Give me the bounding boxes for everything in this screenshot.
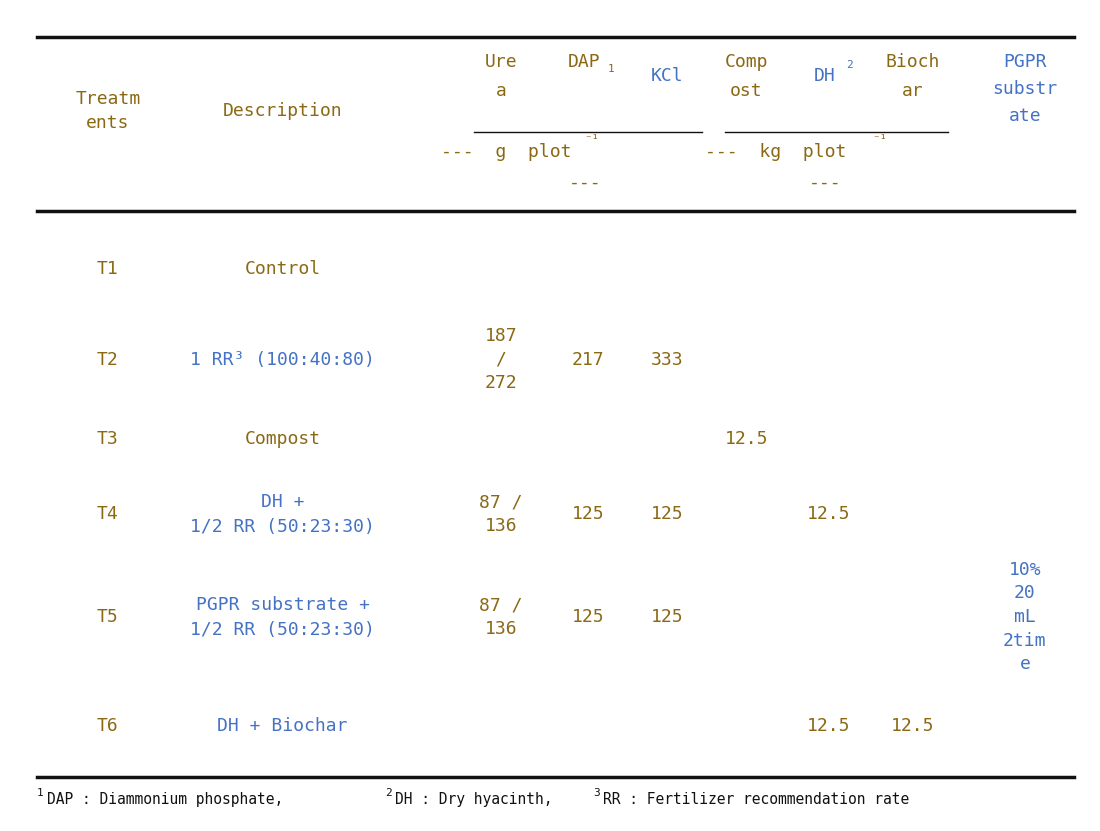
- Text: ate: ate: [1009, 107, 1042, 125]
- Text: ---  kg  plot: --- kg plot: [705, 143, 847, 161]
- Text: 2: 2: [846, 60, 852, 70]
- Text: 125: 125: [572, 608, 605, 626]
- Text: 125: 125: [650, 608, 683, 626]
- Text: DH +
1/2 RR (50:23:30): DH + 1/2 RR (50:23:30): [190, 493, 375, 536]
- Text: DAP : Diammonium phosphate,: DAP : Diammonium phosphate,: [46, 792, 292, 807]
- Text: 10%
20
mL
2tim
e: 10% 20 mL 2tim e: [1003, 561, 1046, 673]
- Text: 187
/
272: 187 / 272: [485, 327, 517, 392]
- Text: T5: T5: [97, 608, 119, 626]
- Text: Ure: Ure: [485, 52, 517, 71]
- Text: T6: T6: [97, 717, 119, 735]
- Text: Bioch: Bioch: [886, 52, 939, 71]
- Text: ar: ar: [902, 81, 923, 100]
- Text: ⁻¹: ⁻¹: [872, 133, 888, 145]
- Text: 87 /
136: 87 / 136: [480, 494, 522, 535]
- Text: 12.5: 12.5: [806, 505, 850, 524]
- Text: RR : Fertilizer recommendation rate: RR : Fertilizer recommendation rate: [604, 792, 910, 807]
- Text: T4: T4: [97, 505, 119, 524]
- Text: 1 RR³ (100:40:80): 1 RR³ (100:40:80): [190, 351, 375, 369]
- Text: 2: 2: [385, 788, 392, 798]
- Text: PGPR: PGPR: [1003, 52, 1046, 71]
- Text: T3: T3: [97, 430, 119, 448]
- Text: DAP: DAP: [568, 52, 601, 71]
- Text: DH : Dry hyacinth,: DH : Dry hyacinth,: [395, 792, 561, 807]
- Text: ---: ---: [808, 174, 842, 192]
- Text: KCl: KCl: [650, 66, 683, 85]
- Text: 333: 333: [650, 351, 683, 369]
- Text: 217: 217: [572, 351, 605, 369]
- Text: Description: Description: [222, 102, 342, 120]
- Text: DH + Biochar: DH + Biochar: [218, 717, 348, 735]
- Text: 125: 125: [572, 505, 605, 524]
- Text: PGPR substrate +
1/2 RR (50:23:30): PGPR substrate + 1/2 RR (50:23:30): [190, 596, 375, 638]
- Text: Compost: Compost: [244, 430, 320, 448]
- Text: ost: ost: [730, 81, 762, 100]
- Text: 12.5: 12.5: [891, 717, 934, 735]
- Text: 125: 125: [650, 505, 683, 524]
- Text: 87 /
136: 87 / 136: [480, 597, 522, 638]
- Text: substr: substr: [992, 80, 1057, 98]
- Text: T1: T1: [97, 260, 119, 278]
- Text: 1: 1: [37, 788, 44, 798]
- Text: Treatm
ents: Treatm ents: [75, 91, 141, 132]
- Text: DH: DH: [814, 66, 836, 85]
- Text: 12.5: 12.5: [725, 430, 768, 448]
- Text: T2: T2: [97, 351, 119, 369]
- Text: ---  g  plot: --- g plot: [441, 143, 572, 161]
- Text: 12.5: 12.5: [806, 717, 850, 735]
- Text: 3: 3: [594, 788, 601, 798]
- Text: 1: 1: [608, 64, 615, 74]
- Text: Comp: Comp: [725, 52, 768, 71]
- Text: ---: ---: [569, 174, 602, 192]
- Text: ⁻¹: ⁻¹: [584, 133, 600, 145]
- Text: Control: Control: [244, 260, 320, 278]
- Text: a: a: [495, 81, 506, 100]
